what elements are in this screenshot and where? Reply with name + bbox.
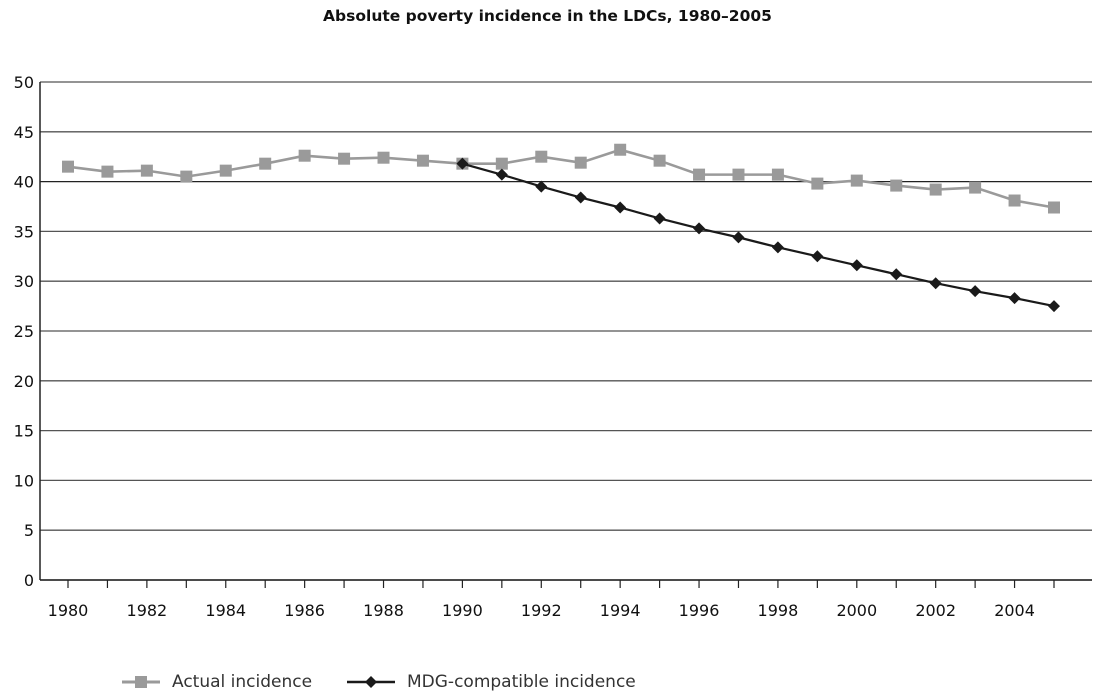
- point-actual-2003: [969, 181, 982, 194]
- point-mdg-1992: [535, 180, 548, 193]
- y-tick-label-45: 45: [14, 123, 34, 142]
- x-tick-label-1990: 1990: [442, 601, 483, 620]
- point-actual-1998: [771, 168, 784, 181]
- legend-swatch-actual: [122, 676, 160, 688]
- x-tick-label-1982: 1982: [127, 601, 168, 620]
- series-line-mdg: [462, 162, 1055, 308]
- legend-label-mdg: MDG-compatible incidence: [407, 672, 636, 692]
- point-actual-1992: [535, 150, 548, 163]
- x-tick-label-1984: 1984: [205, 601, 246, 620]
- point-mdg-1998: [771, 241, 784, 254]
- point-actual-1989: [416, 154, 429, 167]
- point-mdg-2003: [969, 285, 982, 298]
- y-tick-label-15: 15: [14, 422, 34, 441]
- point-mdg-2004: [1008, 292, 1021, 305]
- point-mdg-1991: [495, 168, 508, 181]
- point-actual-1988: [377, 151, 390, 164]
- point-actual-1997: [732, 168, 745, 181]
- point-actual-1986: [298, 149, 311, 162]
- point-mdg-2001: [890, 268, 903, 281]
- point-actual-1981: [101, 165, 114, 178]
- legend-item-actual: Actual incidence: [120, 672, 312, 692]
- x-tick-label-1996: 1996: [679, 601, 720, 620]
- x-tick-label-2002: 2002: [915, 601, 956, 620]
- point-mdg-1997: [732, 231, 745, 244]
- point-actual-2002: [929, 183, 942, 196]
- point-actual-1987: [338, 152, 351, 165]
- point-mdg-2002: [929, 277, 942, 290]
- point-mdg-1999: [811, 250, 824, 263]
- x-tick-label-1992: 1992: [521, 601, 562, 620]
- y-tick-label-50: 50: [14, 73, 34, 92]
- y-tick-label-10: 10: [14, 471, 34, 490]
- x-tick-label-1994: 1994: [600, 601, 641, 620]
- point-actual-1995: [653, 154, 666, 167]
- point-actual-1994: [614, 143, 627, 156]
- point-actual-1980: [62, 160, 74, 173]
- y-tick-label-35: 35: [14, 222, 34, 241]
- point-actual-1996: [693, 168, 706, 181]
- y-tick-label-20: 20: [14, 372, 34, 391]
- point-actual-1985: [259, 157, 272, 170]
- point-actual-1991: [495, 157, 508, 170]
- y-tick-label-30: 30: [14, 272, 34, 291]
- point-actual-2004: [1008, 194, 1021, 207]
- point-mdg-2000: [850, 259, 863, 272]
- point-actual-1999: [811, 177, 824, 190]
- y-tick-label-0: 0: [24, 571, 34, 590]
- chart-title: Absolute poverty incidence in the LDCs, …: [323, 7, 772, 25]
- y-tick-label-5: 5: [24, 521, 34, 540]
- point-mdg-1994: [614, 201, 627, 214]
- x-tick-label-2004: 2004: [994, 601, 1035, 620]
- legend-swatch-mdg: [347, 676, 395, 688]
- x-tick-label-1988: 1988: [363, 601, 404, 620]
- point-mdg-1990: [456, 157, 469, 170]
- y-tick-label-40: 40: [14, 173, 34, 192]
- point-actual-1984: [219, 164, 232, 177]
- x-tick-label-2000: 2000: [836, 601, 877, 620]
- legend-label-actual: Actual incidence: [172, 672, 313, 692]
- point-actual-1993: [574, 156, 587, 169]
- line-chart: 0 5 10 15 20 25 30 35 40 45 50 1980 1982 1984 1986 1988…: [14, 73, 1092, 620]
- x-tick-label-1998: 1998: [758, 601, 799, 620]
- point-actual-2000: [850, 174, 863, 187]
- point-actual-1982: [140, 164, 153, 177]
- legend-item-mdg: MDG-compatible incidence: [345, 672, 636, 692]
- point-mdg-1993: [574, 191, 587, 204]
- x-tick-label-1986: 1986: [284, 601, 325, 620]
- point-mdg-1996: [693, 222, 706, 235]
- point-mdg-2005: [1048, 300, 1060, 313]
- point-actual-2005: [1048, 201, 1060, 214]
- point-actual-1983: [180, 170, 193, 183]
- point-actual-2001: [890, 179, 903, 192]
- point-mdg-1995: [653, 212, 666, 225]
- y-tick-label-25: 25: [14, 322, 34, 341]
- x-tick-label-1980: 1980: [48, 601, 89, 620]
- series-line-actual: [67, 148, 1055, 209]
